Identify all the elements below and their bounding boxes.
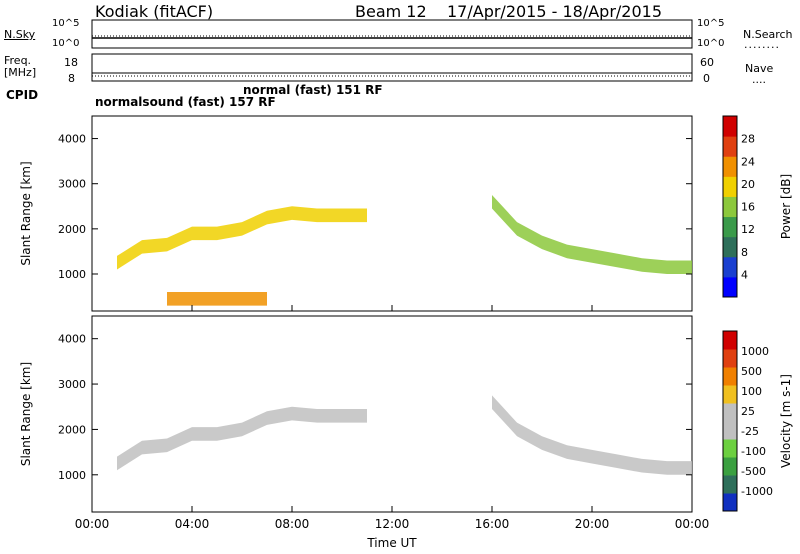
colorbar-tick-label: 20 — [741, 178, 755, 191]
nave-dotted-legend: .... — [752, 73, 766, 86]
colorbar-cell — [723, 385, 737, 404]
x-tick-label: 12:00 — [375, 517, 410, 531]
nsky-panel — [91, 19, 693, 49]
echo-band-afternoon-ionospheric — [117, 206, 367, 270]
y-tick-label: 3000 — [58, 378, 86, 391]
colorbar-label: Velocity [m s-1] — [779, 374, 793, 468]
freq-tick: 18 — [64, 56, 78, 69]
nsearch-tick: 10^0 — [697, 38, 724, 49]
y-tick-label: 3000 — [58, 178, 86, 191]
x-axis-label: Time UT — [366, 536, 417, 550]
colorbar-cell — [723, 439, 737, 458]
colorbar-tick-label: 4 — [741, 268, 748, 281]
beam-title: Beam 12 — [355, 2, 427, 21]
y-tick-label: 2000 — [58, 423, 86, 436]
echo-band-ground-scatter-evening — [492, 395, 692, 475]
echo-band-evening-descending — [492, 194, 692, 274]
x-tick-label: 20:00 — [575, 517, 610, 531]
nsky-tick: 10^0 — [52, 38, 79, 49]
cpid-entry: normal (fast) 151 RF — [243, 83, 383, 97]
x-tick-label: 00:00 — [675, 517, 710, 531]
colorbar-tick-label: -100 — [741, 445, 766, 458]
nave-tick: 60 — [700, 56, 714, 69]
nave-label: Nave — [745, 62, 774, 75]
colorbar-cell — [723, 256, 737, 278]
colorbar-cell — [723, 403, 737, 422]
freq-tick: 8 — [68, 72, 75, 85]
colorbar-tick-label: -1000 — [741, 485, 773, 498]
colorbar-cell — [723, 331, 737, 350]
x-tick-label: 08:00 — [275, 517, 310, 531]
colorbar-cell — [723, 475, 737, 494]
rti-panel-velocity — [91, 315, 738, 513]
cpid-label: CPID — [6, 88, 39, 102]
colorbar-tick-label: 500 — [741, 365, 762, 378]
colorbar-cell — [723, 493, 737, 512]
colorbar-tick-label: 12 — [741, 223, 755, 236]
cpid-entry: normalsound (fast) 157 RF — [95, 95, 276, 109]
colorbar-cell — [723, 276, 737, 298]
x-tick-label: 04:00 — [175, 517, 210, 531]
nsky-label: N.Sky — [4, 28, 36, 41]
y-tick-label: 1000 — [58, 268, 86, 281]
plot-frame — [91, 115, 693, 312]
nsearch-tick: 10^5 — [697, 18, 724, 29]
colorbar-cell — [723, 349, 737, 368]
colorbar-cell — [723, 236, 737, 258]
colorbar-tick-label: -25 — [741, 425, 759, 438]
nsearch-dotted-legend: ........ — [744, 38, 780, 51]
colorbar-cell — [723, 367, 737, 386]
colorbar-cell — [723, 196, 737, 218]
nsky-tick: 10^5 — [52, 18, 79, 29]
y-tick-label: 4000 — [58, 333, 86, 346]
y-tick-label: 4000 — [58, 133, 86, 146]
nsearch-label: N.Search — [743, 28, 793, 41]
freq-nave-panel — [91, 53, 693, 82]
colorbar-cell — [723, 156, 737, 177]
colorbar-tick-label: 24 — [741, 155, 755, 168]
nave-tick: 0 — [703, 72, 710, 85]
colorbar-cell — [723, 176, 737, 197]
colorbar-cell — [723, 136, 737, 157]
colorbar-cell — [723, 457, 737, 476]
x-tick-label: 00:00 — [75, 517, 110, 531]
y-axis-label: Slant Range [km] — [19, 362, 33, 466]
colorbar-tick-label: 28 — [741, 133, 755, 146]
date-range-title: 17/Apr/2015 - 18/Apr/2015 — [447, 2, 663, 21]
colorbar-tick-label: 16 — [741, 201, 755, 214]
freq-label: Freq. — [4, 54, 32, 67]
station-title: Kodiak (fitACF) — [95, 2, 214, 21]
x-tick-label: 16:00 — [475, 517, 510, 531]
y-tick-label: 1000 — [58, 469, 86, 482]
colorbar-label: Power [dB] — [779, 174, 793, 239]
echo-band-ground-scatter-afternoon — [117, 406, 367, 471]
colorbar-frame — [722, 115, 738, 298]
colorbar-cell — [723, 216, 737, 238]
y-tick-label: 2000 — [58, 223, 86, 236]
colorbar-tick-label: 25 — [741, 405, 755, 418]
colorbar-cell — [723, 116, 737, 137]
freq-unit-label: [MHz] — [4, 66, 37, 79]
rti-panel-power — [91, 115, 738, 312]
colorbar-tick-label: 100 — [741, 385, 762, 398]
colorbar-tick-label: 1000 — [741, 345, 769, 358]
colorbar-tick-label: 8 — [741, 246, 748, 259]
colorbar-tick-label: -500 — [741, 465, 766, 478]
y-axis-label: Slant Range [km] — [19, 161, 33, 265]
echo-band-near-range — [167, 292, 267, 306]
plot-frame — [91, 315, 693, 513]
colorbar-cell — [723, 421, 737, 440]
colorbar-frame — [722, 330, 738, 512]
